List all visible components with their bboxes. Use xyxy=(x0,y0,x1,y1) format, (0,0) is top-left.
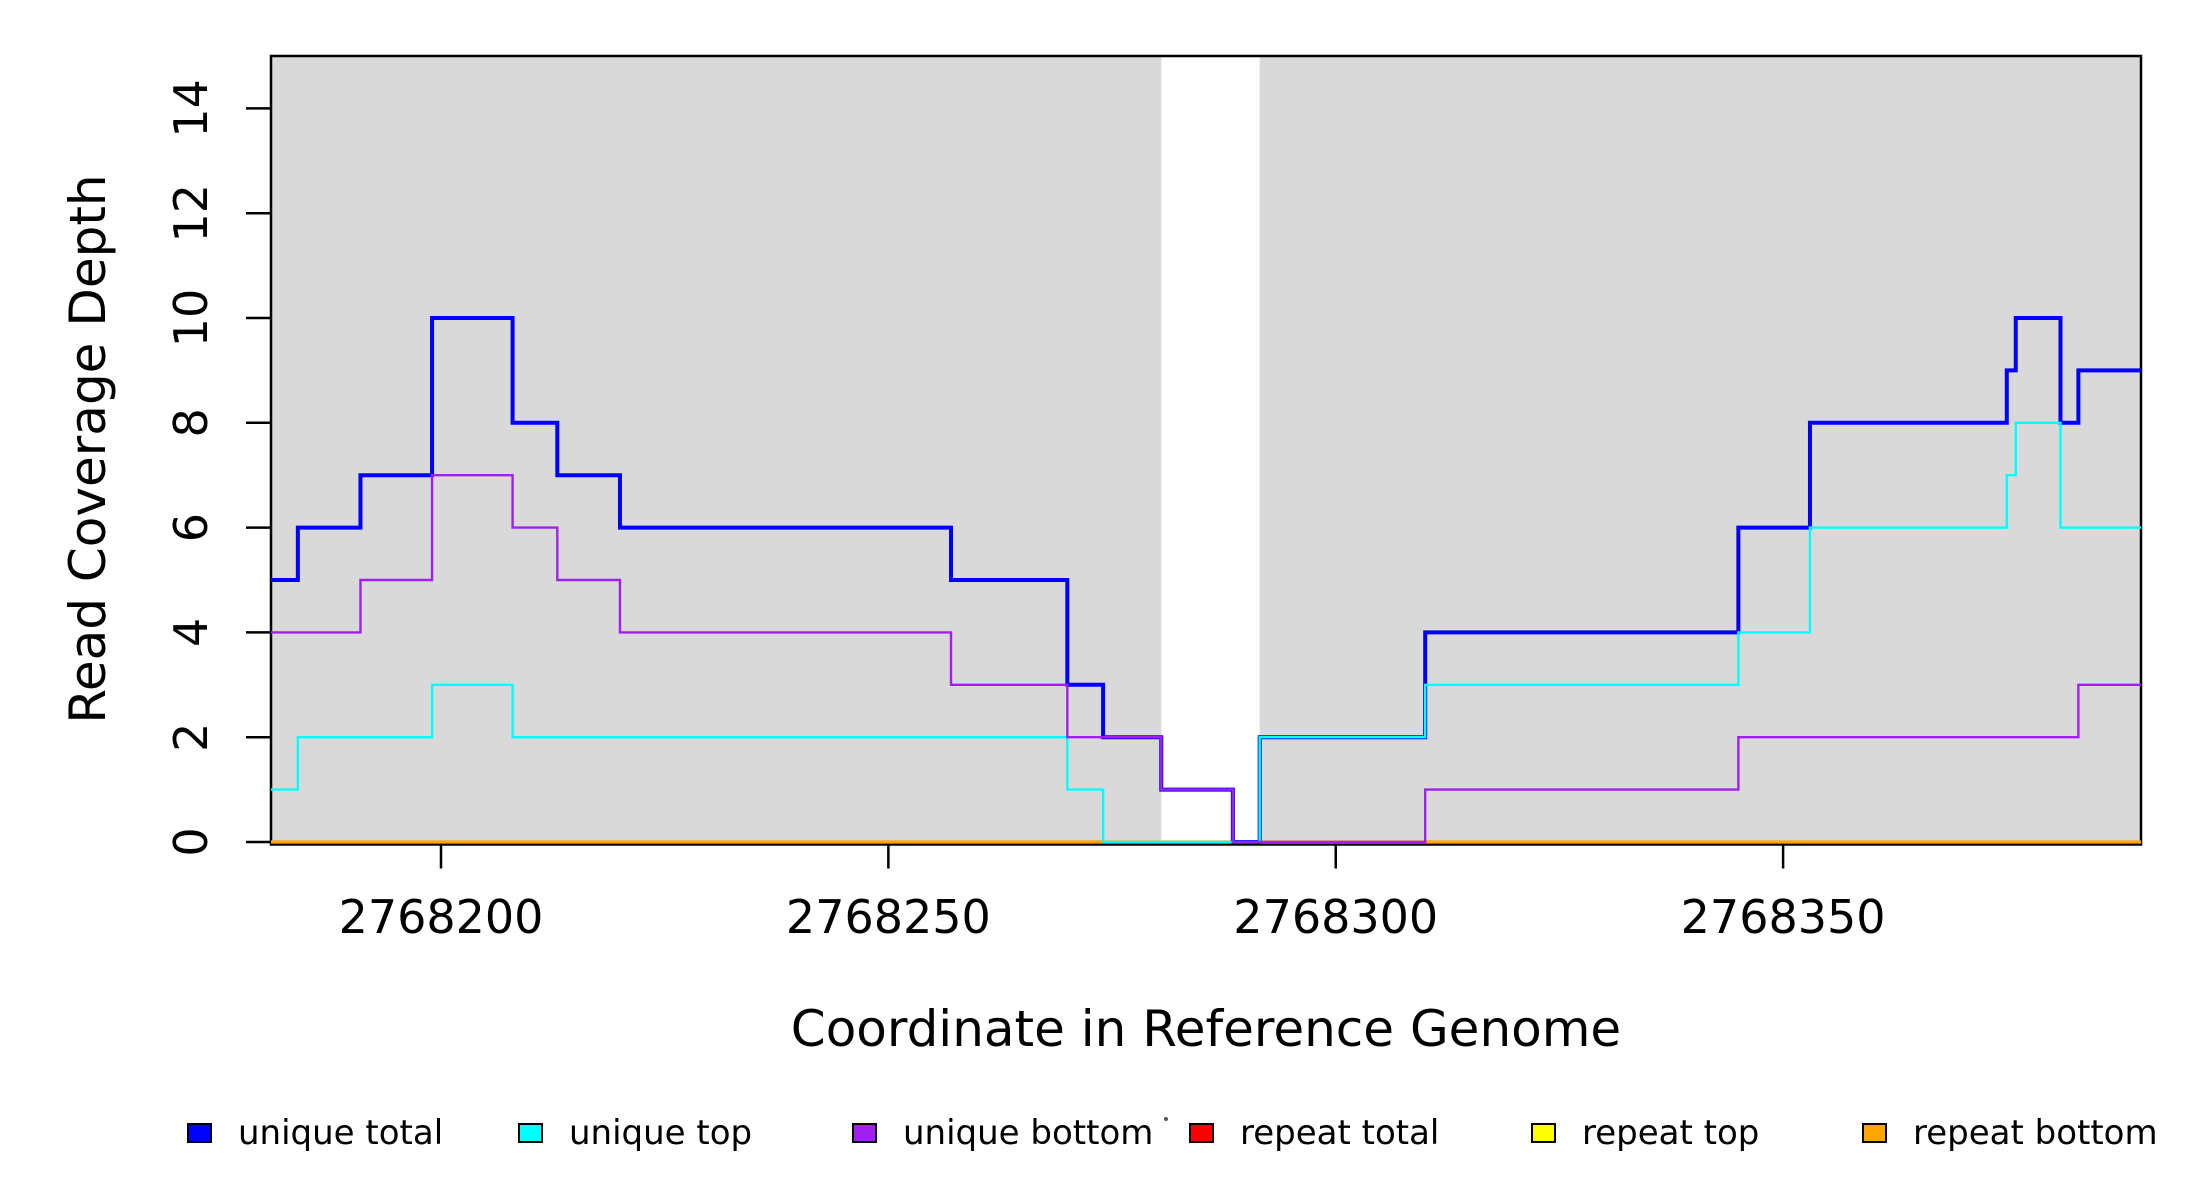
x-tick-label: 2768200 xyxy=(339,890,544,944)
series-lines xyxy=(271,316,2141,844)
y-tick-label: 6 xyxy=(164,513,218,542)
y-tick-label: 2 xyxy=(164,723,218,752)
shaded-region xyxy=(1259,57,2141,844)
plot-box-border xyxy=(269,54,2143,846)
y-tick-label: 8 xyxy=(164,408,218,437)
plot-box xyxy=(269,54,2143,846)
series-line-unique-bottom xyxy=(271,474,2141,844)
shaded-regions xyxy=(271,57,2141,844)
y-tick-label: 10 xyxy=(164,289,218,348)
x-tick-label: 2768300 xyxy=(1233,890,1438,944)
y-tick-label: 4 xyxy=(164,618,218,647)
x-tick-label: 2768250 xyxy=(786,890,991,944)
y-tick-label: 14 xyxy=(164,79,218,138)
x-tick-label: 2768350 xyxy=(1681,890,1886,944)
y-tick-label: 12 xyxy=(164,184,218,243)
y-tick-label: 0 xyxy=(164,827,218,856)
shaded-region xyxy=(271,57,1162,844)
y-axis: 0 2 4 6 8 10 12 14 xyxy=(164,79,271,857)
x-axis-title: Coordinate in Reference Genome xyxy=(791,1000,1621,1058)
series-line-unique-top xyxy=(271,421,2141,844)
x-axis: 2768200 2768250 2768300 2768350 xyxy=(339,844,1886,944)
y-axis-title: Read Coverage Depth xyxy=(59,174,117,723)
